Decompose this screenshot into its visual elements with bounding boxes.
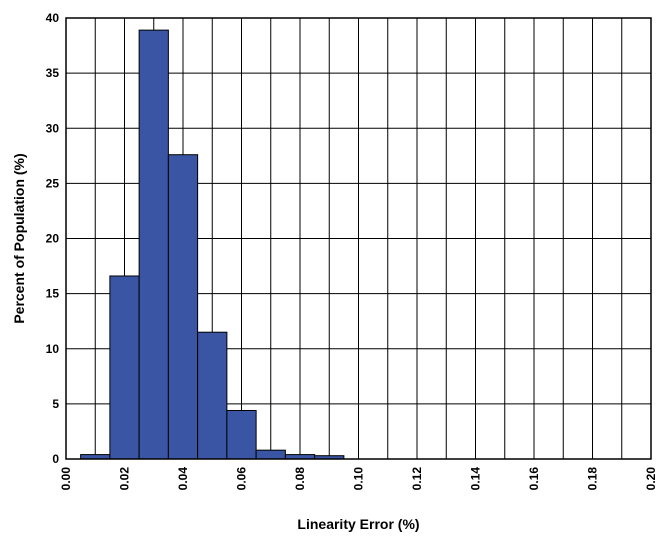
histogram-bar bbox=[226, 409, 257, 460]
x-tick-label: 0.08 bbox=[293, 467, 307, 491]
x-tick-label: 0.02 bbox=[118, 467, 132, 491]
y-tick-label: 15 bbox=[46, 287, 60, 301]
histogram-bar bbox=[138, 29, 169, 460]
x-tick-label: 0.10 bbox=[352, 467, 366, 491]
x-tick-label: 0.12 bbox=[410, 467, 424, 491]
histogram-bar bbox=[197, 331, 228, 460]
x-tick-label: 0.20 bbox=[644, 467, 658, 491]
x-tick-label: 0.06 bbox=[235, 467, 249, 491]
x-axis-title: Linearity Error (%) bbox=[297, 516, 419, 532]
x-tick-label: 0.18 bbox=[586, 467, 600, 491]
y-tick-label: 35 bbox=[46, 66, 60, 80]
y-axis-title: Percent of Population (%) bbox=[11, 153, 27, 323]
y-tick-labels: 0 5 10 15 20 25 30 35 40 bbox=[46, 11, 60, 466]
y-tick-label: 25 bbox=[46, 176, 60, 190]
y-tick-label: 30 bbox=[46, 121, 60, 135]
histogram-bar bbox=[255, 449, 286, 460]
plot-frame bbox=[65, 17, 652, 460]
x-tick-label: 0.16 bbox=[527, 467, 541, 491]
bars bbox=[80, 29, 345, 460]
y-tick-label: 40 bbox=[46, 11, 60, 25]
y-tick-label: 20 bbox=[46, 232, 60, 246]
grid-lines bbox=[65, 17, 652, 460]
x-tick-label: 0.00 bbox=[59, 467, 73, 491]
histogram-bar bbox=[109, 275, 140, 460]
y-tick-label: 10 bbox=[46, 342, 60, 356]
histogram-bar bbox=[167, 154, 199, 460]
x-tick-label: 0.14 bbox=[469, 467, 483, 491]
x-tick-labels: 0.00 0.02 0.04 0.06 0.08 0.10 0.12 0.14 0.16 0.18… bbox=[59, 467, 658, 491]
x-tick-label: 0.04 bbox=[176, 467, 190, 491]
y-tick-label: 5 bbox=[52, 397, 59, 411]
y-tick-label: 0 bbox=[52, 452, 59, 466]
